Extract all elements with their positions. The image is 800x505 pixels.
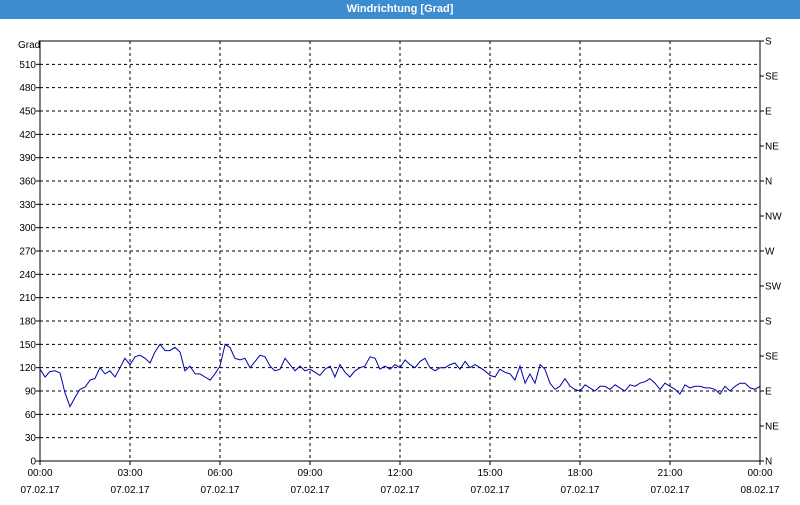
y-axis-right: N NE E SE S SW W NW N NE E SE S — [760, 37, 782, 468]
y-right-tick-label: W — [765, 247, 775, 258]
y-tick-label: 510 — [19, 60, 36, 71]
y-tick-label: 30 — [25, 433, 37, 444]
chart-title: Windrichtung [Grad] — [0, 0, 800, 19]
y-tick-label: 90 — [25, 387, 37, 398]
chart-area: Grad 0 30 60 90 120 150 180 210 240 270 300 330 360 3… — [0, 19, 800, 500]
y-right-tick-label: E — [765, 107, 772, 118]
x-tick-label-date: 07.02.17 — [21, 485, 60, 496]
y-tick-label: 180 — [19, 317, 36, 328]
x-tick-label-time: 00:00 — [27, 468, 52, 479]
y-axis-label: Grad — [18, 40, 40, 51]
x-tick-label-time: 18:00 — [567, 468, 592, 479]
y-right-tick-label: SE — [765, 352, 779, 363]
y-tick-label: 60 — [25, 410, 37, 421]
x-tick-label-time: 00:00 — [747, 468, 772, 479]
x-axis: 00:00 07.02.17 03:00 07.02.17 06:00 07.02.17 0… — [21, 461, 780, 496]
x-tick-label-date: 07.02.17 — [111, 485, 150, 496]
y-right-tick-label: NE — [765, 142, 779, 153]
y-tick-label: 480 — [19, 83, 36, 94]
y-tick-label: 420 — [19, 130, 36, 141]
y-right-tick-label: NE — [765, 422, 779, 433]
y-tick-label: 240 — [19, 270, 36, 281]
x-tick-label-time: 06:00 — [207, 468, 232, 479]
y-right-tick-label: SE — [765, 72, 779, 83]
y-axis-left: Grad 0 30 60 90 120 150 180 210 240 270 300 330 360 3… — [18, 40, 40, 468]
grid-lines — [40, 41, 760, 461]
y-tick-label: 0 — [30, 457, 36, 468]
y-right-tick-label: E — [765, 387, 772, 398]
line-chart: Grad 0 30 60 90 120 150 180 210 240 270 300 330 360 3… — [18, 37, 782, 497]
x-tick-label-date: 07.02.17 — [201, 485, 240, 496]
y-right-tick-label: NW — [765, 212, 782, 223]
x-tick-label-date: 07.02.17 — [561, 485, 600, 496]
y-right-tick-label: N — [765, 177, 772, 188]
x-tick-label-time: 15:00 — [477, 468, 502, 479]
x-tick-label-date: 07.02.17 — [291, 485, 330, 496]
series-line — [39, 343, 761, 408]
y-tick-label: 150 — [19, 340, 36, 351]
y-tick-label: 390 — [19, 153, 36, 164]
x-tick-label-time: 12:00 — [387, 468, 412, 479]
x-tick-label-time: 09:00 — [297, 468, 322, 479]
x-tick-label-time: 03:00 — [117, 468, 142, 479]
y-right-tick-label: S — [765, 37, 772, 48]
y-tick-label: 210 — [19, 293, 36, 304]
y-tick-label: 270 — [19, 247, 36, 258]
y-tick-label: 120 — [19, 363, 36, 374]
x-tick-label-date: 08.02.17 — [741, 485, 780, 496]
x-tick-label-date: 07.02.17 — [651, 485, 690, 496]
x-tick-label-date: 07.02.17 — [471, 485, 510, 496]
y-right-tick-label: SW — [765, 282, 782, 293]
y-tick-label: 360 — [19, 177, 36, 188]
y-right-tick-label: S — [765, 317, 772, 328]
x-tick-label-time: 21:00 — [657, 468, 682, 479]
y-tick-label: 450 — [19, 107, 36, 118]
x-tick-label-date: 07.02.17 — [381, 485, 420, 496]
series-layer — [39, 343, 761, 408]
y-tick-label: 300 — [19, 223, 36, 234]
y-right-tick-label: N — [765, 457, 772, 468]
y-tick-label: 330 — [19, 200, 36, 211]
